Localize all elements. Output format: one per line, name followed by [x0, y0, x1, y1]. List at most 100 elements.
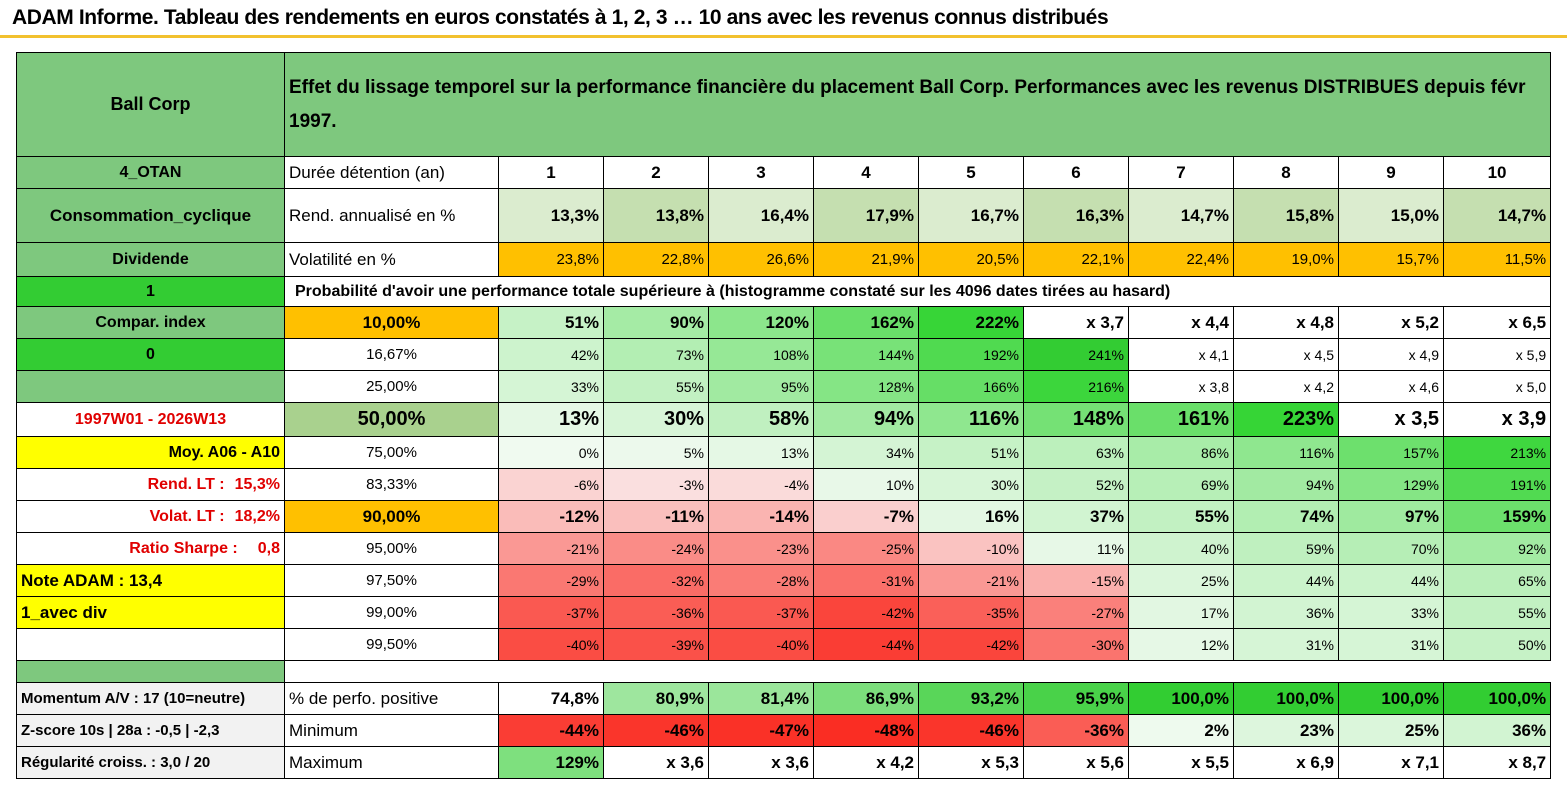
probability-threshold: 10,00%	[284, 306, 499, 339]
report-title-bar: ADAM Informe. Tableau des rendements en …	[0, 0, 1567, 38]
positive-value: 100,0%	[1338, 682, 1444, 715]
adam-note: Note ADAM : 13,4	[16, 564, 285, 597]
probability-threshold: 83,33%	[284, 468, 499, 501]
probability-value: 191%	[1442, 468, 1552, 501]
minimum-value: -48%	[813, 714, 919, 747]
maximum-value: x 8,7	[1442, 746, 1552, 779]
probability-value: 223%	[1233, 402, 1339, 437]
probability-threshold: 99,50%	[284, 628, 499, 661]
maximum-value: x 5,5	[1128, 746, 1234, 779]
probability-value: -25%	[813, 532, 919, 565]
rend-value: 16,3%	[1023, 188, 1129, 243]
minimum-value: 25%	[1338, 714, 1444, 747]
probability-value: 157%	[1338, 436, 1444, 469]
probability-value: 52%	[1023, 468, 1129, 501]
probability-value: 31%	[1233, 628, 1339, 661]
rend-value: 17,9%	[813, 188, 919, 243]
probability-value: 162%	[813, 306, 919, 339]
probability-value: 25%	[1128, 564, 1234, 597]
lt-sharpe-label: Ratio Sharpe :	[129, 539, 238, 557]
volat-value: 26,6%	[708, 242, 814, 277]
volat-value: 21,9%	[813, 242, 919, 277]
positive-value: 95,9%	[1023, 682, 1129, 715]
regularite-label: Régularité croiss. : 3,0 / 20	[16, 746, 285, 779]
probability-value: -23%	[708, 532, 814, 565]
probability-value: 30%	[603, 402, 709, 437]
maximum-value: x 7,1	[1338, 746, 1444, 779]
probability-value: 108%	[708, 338, 814, 371]
probability-value: -21%	[918, 564, 1024, 597]
maximum-label: Maximum	[284, 746, 499, 779]
probability-value: x 3,7	[1023, 306, 1129, 339]
probability-value: 58%	[708, 402, 814, 437]
probability-value: 55%	[603, 370, 709, 403]
lt-rend-cell: Rend. LT : 15,3%	[16, 468, 285, 501]
probability-value: x 4,5	[1233, 338, 1339, 371]
probability-value: -15%	[1023, 564, 1129, 597]
probability-value: 97%	[1338, 500, 1444, 533]
probability-value: -7%	[813, 500, 919, 533]
probability-value: 86%	[1128, 436, 1234, 469]
probability-value: 37%	[1023, 500, 1129, 533]
positive-value: 86,9%	[813, 682, 919, 715]
probability-value: 69%	[1128, 468, 1234, 501]
maximum-value: 129%	[498, 746, 604, 779]
empty-green-cell	[16, 660, 285, 683]
maximum-value: x 5,3	[918, 746, 1024, 779]
volat-value: 22,4%	[1128, 242, 1234, 277]
positive-value: 100,0%	[1128, 682, 1234, 715]
probability-value: 213%	[1442, 436, 1552, 469]
zscore-label: Z-score 10s | 28a : -0,5 | -2,3	[16, 714, 285, 747]
positive-value: 93,2%	[918, 682, 1024, 715]
probability-title: Probabilité d'avoir une performance tota…	[283, 276, 1552, 307]
positive-value: 80,9%	[603, 682, 709, 715]
probability-threshold: 95,00%	[284, 532, 499, 565]
rend-value: 15,0%	[1338, 188, 1444, 243]
minimum-value: -46%	[918, 714, 1024, 747]
probability-value: 33%	[498, 370, 604, 403]
minimum-value: 23%	[1233, 714, 1339, 747]
lt-volat-label: Volat. LT :	[149, 507, 225, 525]
probability-value: 116%	[918, 402, 1024, 437]
probability-value: 148%	[1023, 402, 1129, 437]
lt-rend-label: Rend. LT :	[147, 475, 225, 493]
rend-value: 15,8%	[1233, 188, 1339, 243]
probability-value: 44%	[1338, 564, 1444, 597]
volat-value: 20,5%	[918, 242, 1024, 277]
probability-value: 166%	[918, 370, 1024, 403]
year-header: 9	[1338, 156, 1444, 189]
probability-value: x 3,5	[1338, 402, 1444, 437]
probability-value: -28%	[708, 564, 814, 597]
probability-threshold: 25,00%	[284, 370, 499, 403]
momentum-label: Momentum A/V : 17 (10=neutre)	[16, 682, 285, 715]
probability-value: 16%	[918, 500, 1024, 533]
probability-value: 216%	[1023, 370, 1129, 403]
probability-value: -27%	[1023, 596, 1129, 629]
probability-value: -32%	[603, 564, 709, 597]
company-name: Ball Corp	[16, 52, 285, 157]
year-header: 4	[813, 156, 919, 189]
lt-sharpe-cell: Ratio Sharpe : 0,8	[16, 532, 285, 565]
probability-threshold: 50,00%	[284, 402, 499, 437]
probability-value: x 4,1	[1128, 338, 1234, 371]
period-label: 1997W01 - 2026W13	[16, 402, 285, 437]
rend-value: 16,7%	[918, 188, 1024, 243]
probability-value: 44%	[1233, 564, 1339, 597]
probability-value: -14%	[708, 500, 814, 533]
probability-value: 31%	[1338, 628, 1444, 661]
volat-value: 19,0%	[1233, 242, 1339, 277]
otan-label: 4_OTAN	[16, 156, 285, 189]
value-one: 1	[16, 276, 285, 307]
probability-value: 241%	[1023, 338, 1129, 371]
probability-value: 73%	[603, 338, 709, 371]
probability-value: 17%	[1128, 596, 1234, 629]
probability-value: -42%	[813, 596, 919, 629]
probability-value: 13%	[708, 436, 814, 469]
year-header: 5	[918, 156, 1024, 189]
minimum-value: -44%	[498, 714, 604, 747]
probability-value: 92%	[1442, 532, 1552, 565]
probability-value: -31%	[813, 564, 919, 597]
probability-value: x 3,9	[1442, 402, 1552, 437]
probability-threshold: 75,00%	[284, 436, 499, 469]
value-zero: 0	[16, 338, 285, 371]
